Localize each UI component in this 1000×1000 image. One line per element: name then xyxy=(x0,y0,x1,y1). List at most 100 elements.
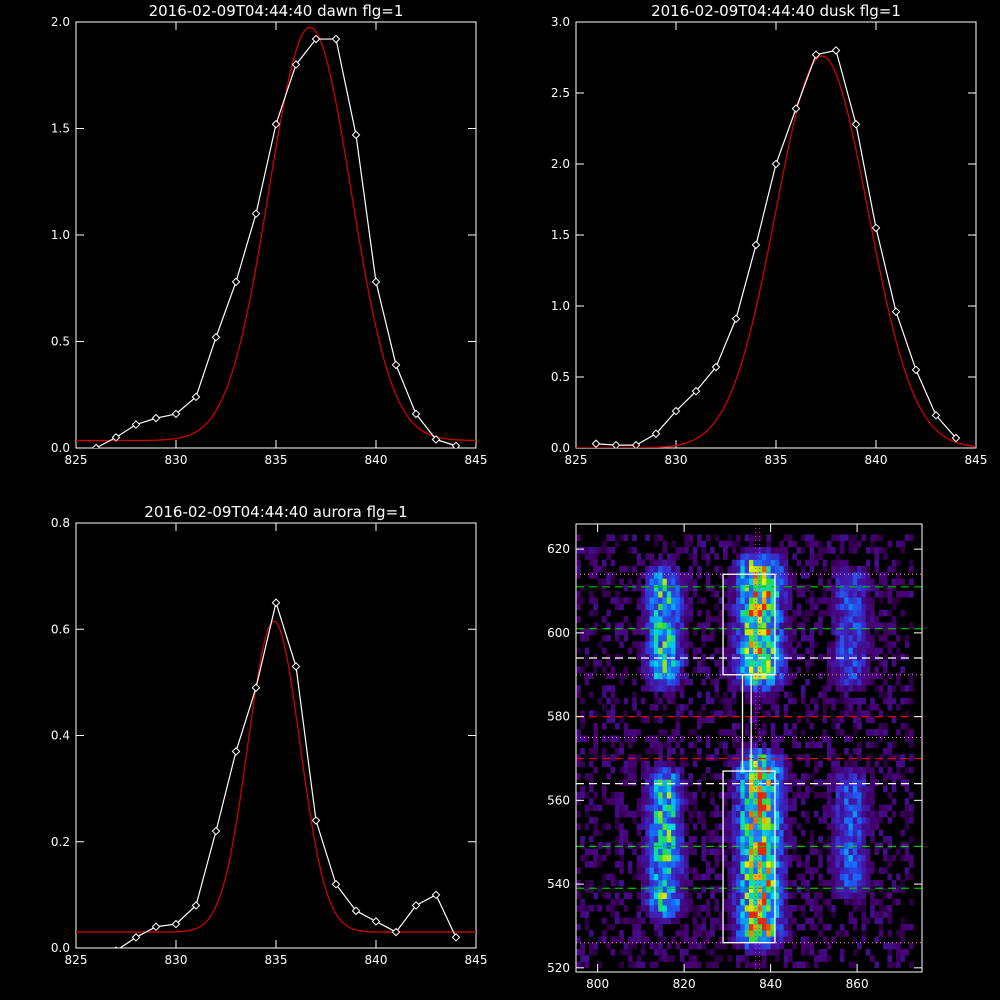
heatmap-cell xyxy=(645,553,650,560)
heatmap-cell xyxy=(671,842,676,849)
heatmap-cell xyxy=(623,773,629,780)
heatmap-cell xyxy=(818,892,823,900)
heatmap-cell xyxy=(883,547,888,554)
heatmap-cell xyxy=(666,785,672,793)
heatmap-cell xyxy=(705,936,711,943)
heatmap-cell xyxy=(614,590,620,598)
heatmap-cell xyxy=(671,672,676,680)
heatmap-cell xyxy=(731,547,737,554)
heatmap-cell xyxy=(753,603,758,611)
heatmap-cell xyxy=(809,735,815,743)
heatmap-cell xyxy=(740,923,745,931)
heatmap-cell xyxy=(900,590,906,598)
heatmap-cell xyxy=(770,798,776,805)
heatmap-cell xyxy=(749,590,754,598)
heatmap-cell xyxy=(640,609,646,617)
heatmap-cell xyxy=(878,672,884,680)
heatmap-cell xyxy=(766,936,771,943)
heatmap-cell xyxy=(796,886,802,893)
heatmap-cell xyxy=(710,547,715,554)
heatmap-cell xyxy=(766,685,771,692)
heatmap-cell xyxy=(645,898,650,906)
heatmap-cell xyxy=(584,879,590,887)
heatmap-cell xyxy=(705,622,711,629)
heatmap-cell xyxy=(779,603,784,611)
heatmap-cell xyxy=(593,653,598,661)
heatmap-cell xyxy=(787,955,793,962)
heatmap-cell xyxy=(844,798,849,805)
heatmap-cell xyxy=(588,886,594,893)
heatmap-cell xyxy=(662,785,668,793)
heatmap-cell xyxy=(844,634,849,642)
heatmap-cell xyxy=(844,867,849,874)
heatmap-cell xyxy=(835,666,841,673)
heatmap-cell xyxy=(809,559,815,567)
heatmap-cell xyxy=(783,672,789,680)
heatmap-cell xyxy=(770,653,776,661)
heatmap-cell xyxy=(736,773,741,780)
heatmap-cell xyxy=(627,735,633,743)
heatmap-cell xyxy=(874,936,880,943)
heatmap-cell xyxy=(792,817,797,824)
heatmap-cell xyxy=(770,735,776,743)
heatmap-cell xyxy=(805,716,810,724)
heatmap-cell xyxy=(844,892,849,900)
heatmap-cell xyxy=(584,773,590,780)
heatmap-cell xyxy=(731,773,737,780)
heatmap-cell xyxy=(770,892,776,900)
heatmap-cell xyxy=(593,861,598,868)
heatmap-cell xyxy=(640,930,646,937)
heatmap-cell xyxy=(818,817,823,824)
heatmap-cell xyxy=(831,609,836,617)
heatmap-cell xyxy=(861,678,867,686)
heatmap-cell xyxy=(736,823,741,830)
heatmap-cell xyxy=(852,609,858,617)
heatmap-cell xyxy=(766,823,771,830)
heatmap-cell xyxy=(779,553,784,560)
heatmap-cell xyxy=(701,817,707,824)
heatmap-cell xyxy=(736,597,741,604)
heatmap-cell xyxy=(826,842,832,849)
heatmap-cell xyxy=(870,835,875,843)
heatmap-cell xyxy=(619,603,624,611)
heatmap-cell xyxy=(606,710,611,717)
heatmap-cell xyxy=(697,754,702,761)
heatmap-cell xyxy=(671,691,676,699)
heatmap-cell xyxy=(584,911,590,918)
heatmap-cell xyxy=(839,948,845,956)
heatmap-cell xyxy=(645,798,650,805)
heatmap-cell xyxy=(636,854,642,862)
heatmap-cell xyxy=(779,791,784,799)
heatmap-cell xyxy=(619,948,624,956)
heatmap-cell xyxy=(761,854,767,862)
heatmap-cell xyxy=(692,905,698,912)
data-point-marker xyxy=(171,919,181,929)
heatmap-cell xyxy=(865,867,871,874)
heatmap-cell xyxy=(632,729,637,736)
heatmap-cell xyxy=(636,729,642,736)
heatmap-cell xyxy=(653,565,659,573)
heatmap-cell xyxy=(623,634,629,642)
heatmap-cell xyxy=(870,886,875,893)
heatmap-cell xyxy=(701,810,707,818)
heatmap-cell xyxy=(761,547,767,554)
heatmap-cell xyxy=(658,942,663,950)
heatmap-cell xyxy=(653,578,659,586)
heatmap-cell xyxy=(679,691,685,699)
heatmap-cell xyxy=(593,804,598,812)
heatmap-cell xyxy=(675,911,681,918)
heatmap-cell xyxy=(658,741,663,749)
heatmap-cell xyxy=(731,905,737,912)
heatmap-cell xyxy=(666,697,672,705)
heatmap-cell xyxy=(610,697,616,705)
heatmap-cell xyxy=(584,634,590,642)
heatmap-cell xyxy=(883,722,888,730)
heatmap-cell xyxy=(580,905,585,912)
heatmap-cell xyxy=(766,597,771,604)
heatmap-cell xyxy=(679,572,685,579)
heatmap-cell xyxy=(645,735,650,743)
heatmap-cell xyxy=(593,735,598,743)
heatmap-cell xyxy=(675,804,681,812)
heatmap-cell xyxy=(688,741,694,749)
heatmap-cell xyxy=(701,704,707,711)
